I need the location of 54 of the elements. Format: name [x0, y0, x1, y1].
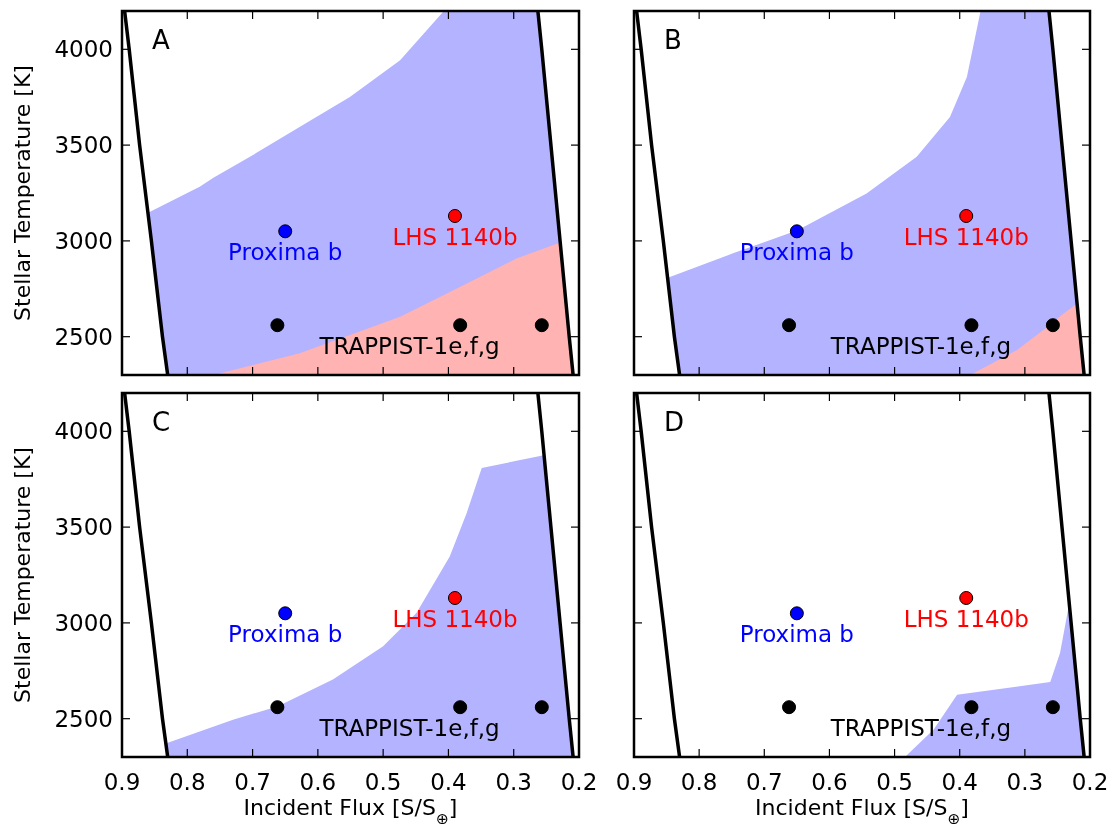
point: [534, 700, 549, 715]
point: [453, 700, 468, 715]
point: [278, 606, 293, 621]
x-tick-label: 0.5: [876, 769, 913, 795]
series-label: TRAPPIST-1e,f,g: [318, 715, 500, 742]
text: C: [152, 407, 171, 437]
x-tick-label: 0.8: [169, 769, 206, 795]
series-label: Proxima b: [228, 239, 343, 266]
x-axis-title: Incident Flux [S/S$_{⊕}$]: [755, 795, 969, 826]
point: [270, 700, 285, 715]
point: [447, 590, 462, 605]
point: [278, 224, 293, 239]
y-axis-title: Stellar Temperature [K]: [10, 447, 35, 703]
x-tick-label: 0.4: [430, 769, 467, 795]
x-tick-label: 0.9: [103, 769, 141, 795]
point: [534, 318, 549, 333]
legend-label: LHS 1140b: [392, 223, 518, 250]
y-tick-label: 3500: [54, 132, 113, 159]
y-tick-label: 4000: [54, 418, 113, 445]
legend-label: LHS 1140b: [903, 223, 1029, 250]
y-tick-label: 3000: [54, 609, 113, 636]
text: A: [152, 25, 170, 55]
x-tick-label: 0.2: [560, 769, 598, 795]
y-axis-title: Stellar Temperature [K]: [10, 65, 35, 321]
x-tick-label: 0.3: [495, 769, 532, 795]
x-tick-label: 0.8: [680, 769, 718, 795]
point: [270, 318, 285, 333]
point: [447, 208, 462, 223]
series-label: TRAPPIST-1e,f,g: [318, 333, 500, 360]
y-tick-label: 2500: [54, 705, 113, 732]
text: D: [664, 407, 685, 437]
series-label: Proxima b: [739, 621, 854, 648]
x-axis-title: Incident Flux [S/S$_{⊕}$]: [243, 795, 458, 826]
series-label: TRAPPIST-1e,f,g: [829, 715, 1012, 742]
x-tick-label: 0.5: [364, 769, 402, 795]
x-tick-label: 0.4: [941, 769, 978, 795]
x-tick-label: 0.2: [1071, 769, 1109, 795]
x-tick-label: 0.6: [811, 769, 848, 795]
x-tick-label: 0.3: [1006, 769, 1044, 795]
y-tick-label: 4000: [54, 36, 113, 63]
y-tick-label: 3000: [54, 227, 113, 254]
series-label: Proxima b: [739, 239, 854, 266]
y-tick-label: 2500: [54, 323, 113, 350]
point: [453, 318, 468, 333]
legend-label: LHS 1140b: [903, 605, 1029, 632]
y-tick-label: 3500: [54, 514, 113, 541]
x-tick-label: 0.6: [299, 769, 337, 795]
series-label: TRAPPIST-1e,f,g: [829, 333, 1012, 360]
legend-label: LHS 1140b: [392, 605, 518, 632]
x-tick-label: 0.7: [234, 769, 271, 795]
x-tick-label: 0.9: [615, 769, 653, 795]
text: B: [664, 25, 682, 55]
series-label: Proxima b: [228, 621, 343, 648]
x-tick-label: 0.7: [746, 769, 783, 795]
